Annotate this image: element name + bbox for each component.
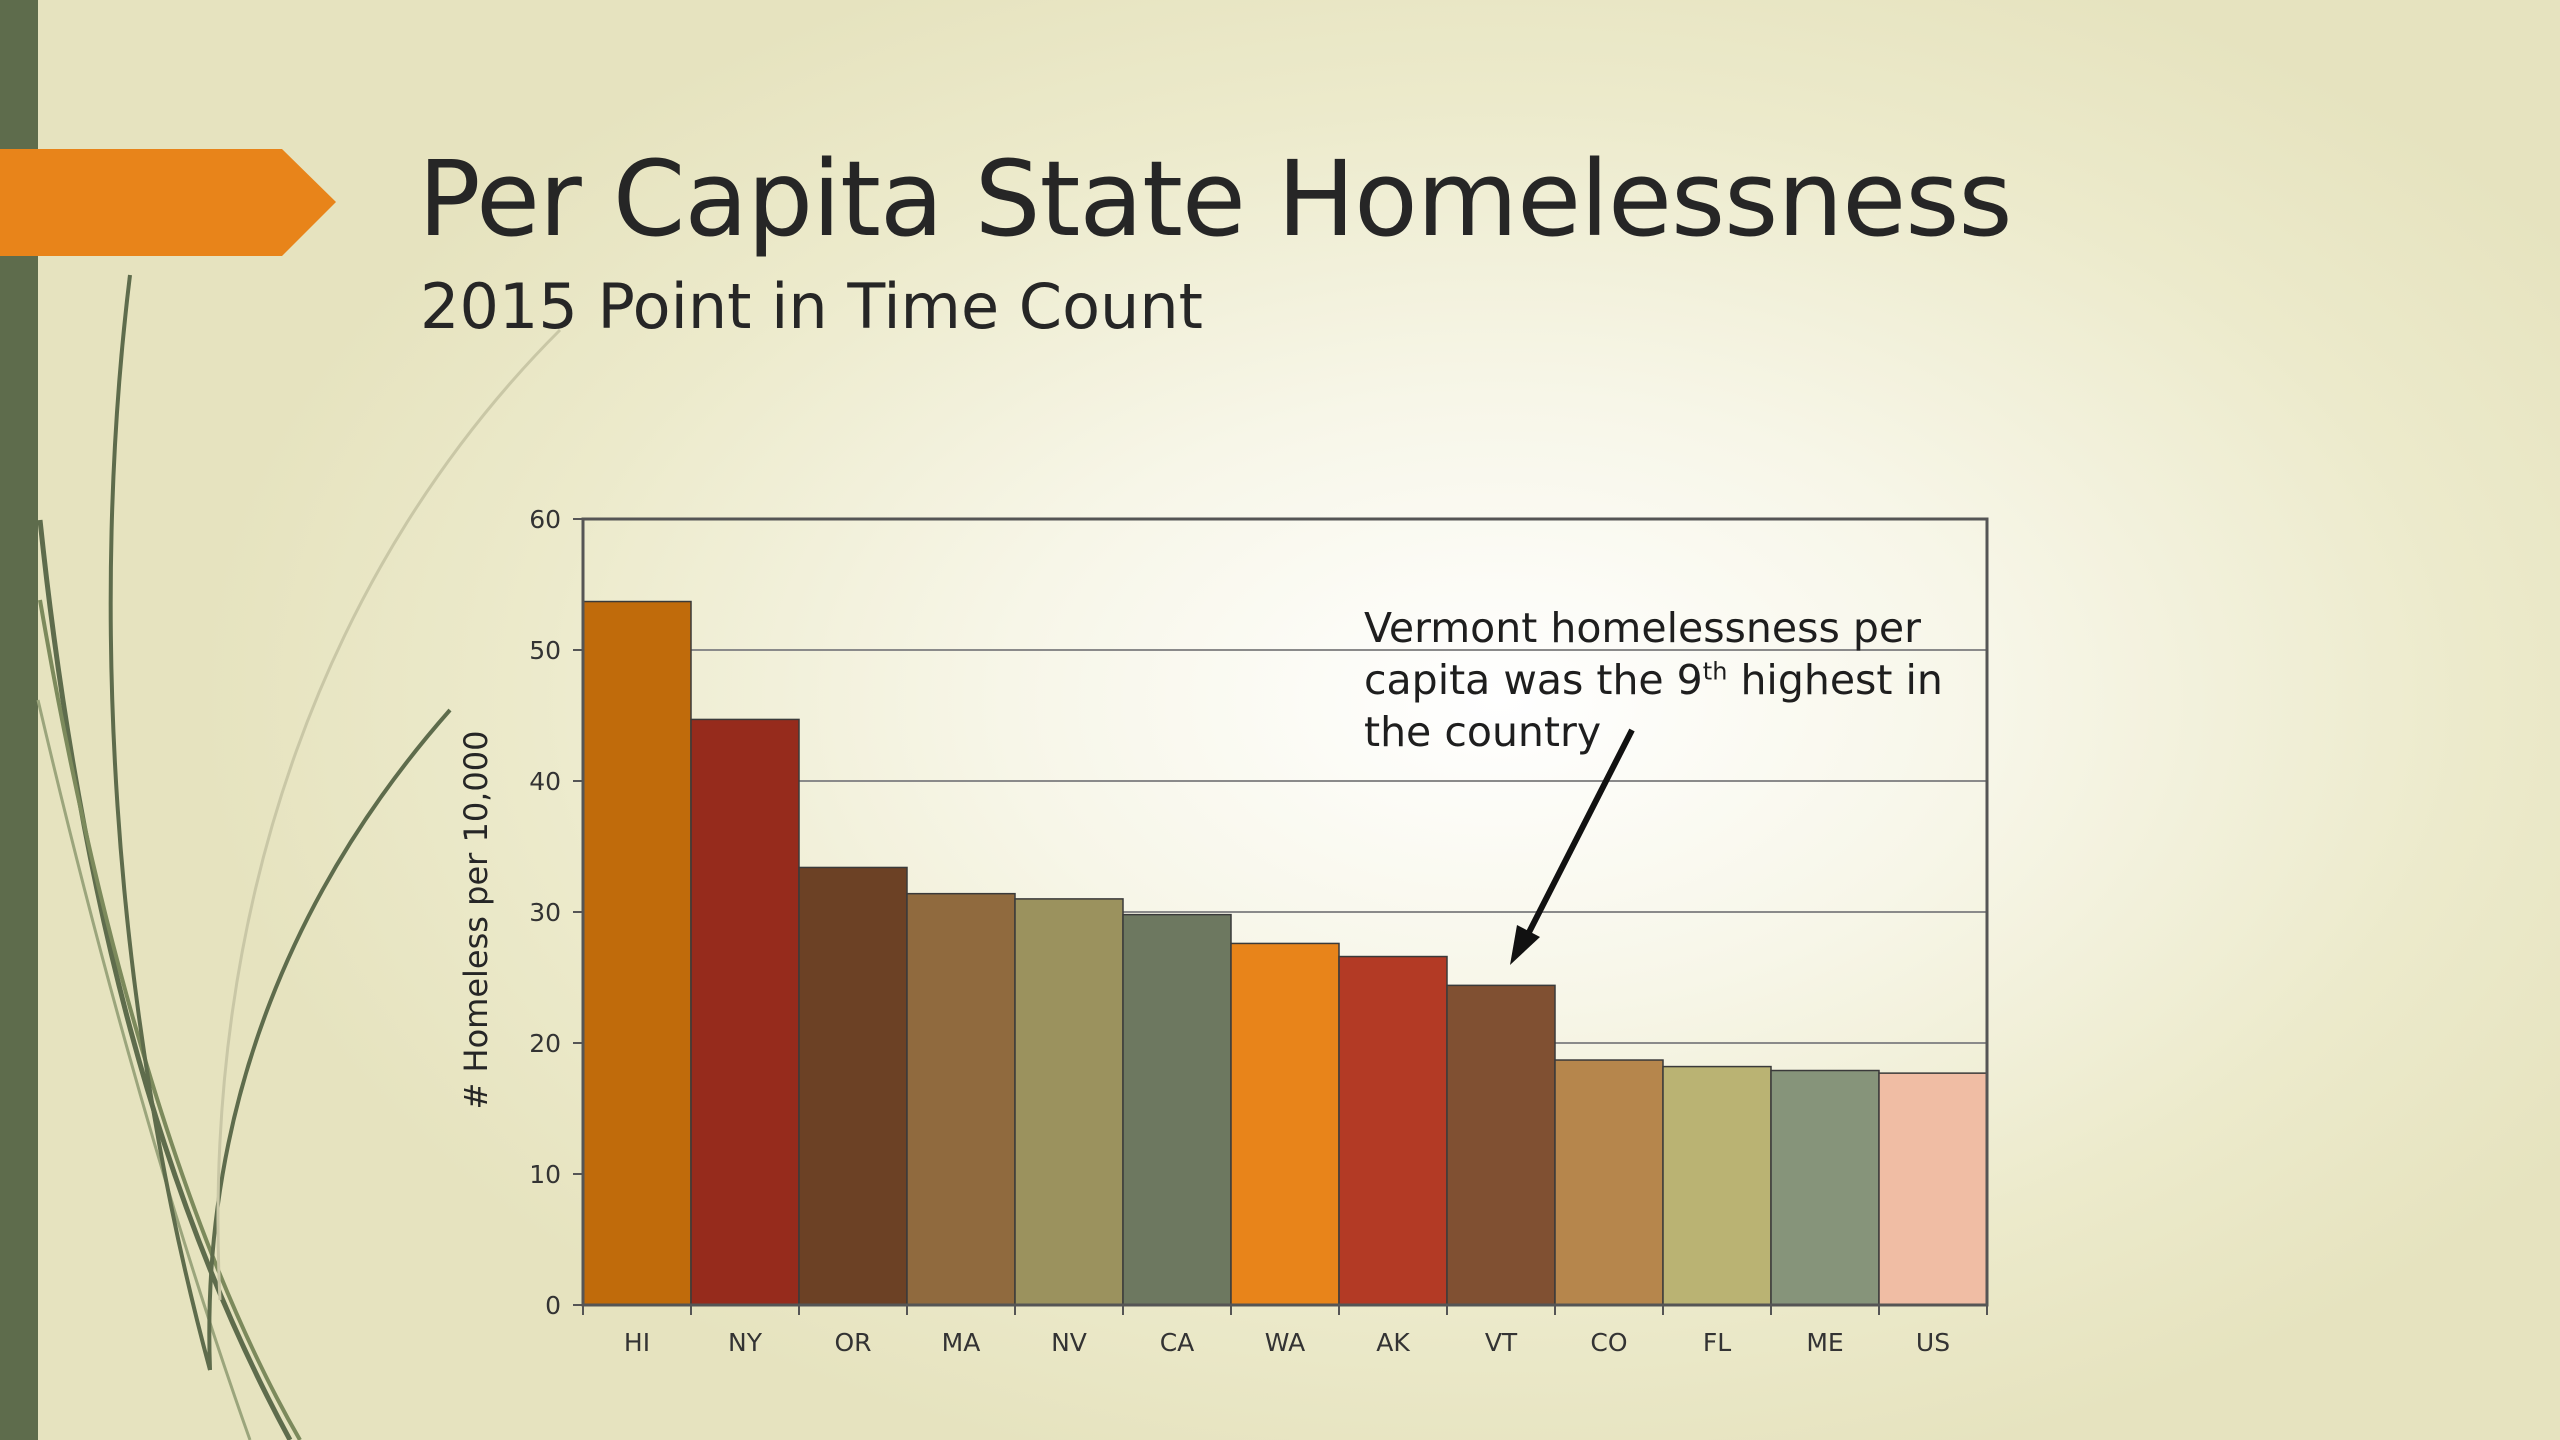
y-axis-ticks: 0 10 20 30 40 50 60 — [529, 505, 583, 1320]
bar-ny — [690, 718, 800, 1306]
x-tick-label-wa: WA — [1265, 1328, 1305, 1357]
x-tick-label-fl: FL — [1703, 1328, 1731, 1357]
y-tick-label-40: 40 — [529, 767, 561, 796]
y-tick-label-60: 60 — [529, 505, 561, 534]
bar-or — [798, 866, 908, 1306]
bar-hi — [582, 600, 692, 1306]
x-tick-label-hi: HI — [624, 1328, 650, 1357]
callout-line-2-start: capita was the 9 — [1364, 656, 1703, 704]
y-tick-label-50: 50 — [529, 636, 561, 665]
x-tick-label-ny: NY — [728, 1328, 763, 1357]
bar-ak — [1338, 955, 1448, 1306]
vermont-callout: Vermont homelessness per capita was the … — [1364, 602, 1984, 758]
y-tick-label-10: 10 — [529, 1160, 561, 1189]
callout-arrow — [1510, 728, 1635, 965]
orange-arrow-tab — [0, 149, 336, 256]
callout-line-2-end: highest in — [1727, 656, 1943, 704]
x-tick-label-co: CO — [1590, 1328, 1627, 1357]
x-tick-label-ca: CA — [1160, 1328, 1195, 1357]
y-axis-label: # Homeless per 10,000 — [457, 731, 495, 1110]
x-tick-label-vt: VT — [1485, 1328, 1518, 1357]
bar-me — [1770, 1069, 1880, 1306]
bar-ma — [906, 892, 1016, 1306]
callout-superscript: th — [1702, 657, 1728, 686]
x-tick-label-nv: NV — [1051, 1328, 1087, 1357]
x-tick-label-ak: AK — [1376, 1328, 1410, 1357]
callout-line-3: the country — [1364, 708, 1602, 756]
y-tick-label-30: 30 — [529, 898, 561, 927]
bar-wa — [1230, 942, 1340, 1306]
x-axis-ticks: HI NY OR MA NV CA WA AK VT CO FL ME US — [582, 1305, 1988, 1357]
bar-ca — [1122, 913, 1232, 1306]
bar-us — [1878, 1072, 1988, 1306]
y-tick-label-0: 0 — [545, 1291, 561, 1320]
x-tick-label-me: ME — [1806, 1328, 1843, 1357]
slide-subtitle: 2015 Point in Time Count — [420, 270, 1203, 343]
bar-vt — [1446, 984, 1556, 1306]
bars — [582, 600, 1988, 1306]
bar-co — [1554, 1059, 1664, 1306]
x-tick-label-or: OR — [834, 1328, 871, 1357]
callout-line-1: Vermont homelessness per — [1364, 604, 1921, 652]
x-tick-label-ma: MA — [942, 1328, 981, 1357]
bar-fl — [1662, 1065, 1772, 1306]
y-tick-label-20: 20 — [529, 1029, 561, 1058]
slide-title: Per Capita State Homelessness — [418, 138, 2013, 260]
decorative-swoosh — [36, 274, 562, 1440]
bar-nv — [1014, 898, 1124, 1306]
x-tick-label-us: US — [1916, 1328, 1950, 1357]
